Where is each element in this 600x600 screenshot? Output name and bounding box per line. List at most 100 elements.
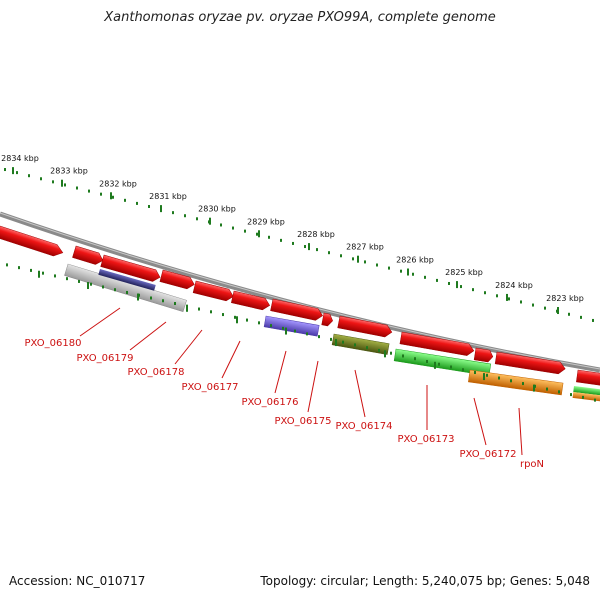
gene-feature[interactable]: [337, 315, 393, 338]
gene-feature[interactable]: [321, 312, 334, 327]
ruler-major-tick: [209, 217, 211, 225]
ruler-dot: [508, 297, 510, 301]
ruler-dot: [378, 348, 380, 352]
gene-label[interactable]: PXO_06173: [398, 434, 455, 445]
misc-feature[interactable]: [331, 333, 390, 355]
ruler-dot: [462, 368, 464, 372]
gene-feature[interactable]: [159, 269, 196, 290]
ruler-label: 2824 kbp: [495, 281, 533, 290]
rna-feature[interactable]: [393, 348, 492, 377]
ruler-dot: [364, 260, 366, 264]
ruler-dot: [28, 174, 30, 178]
ruler-major-tick: [533, 384, 535, 392]
gene-feature[interactable]: [270, 298, 324, 322]
gene-label[interactable]: PXO_06178: [128, 367, 185, 378]
ruler-dot: [304, 245, 306, 249]
ruler-major-tick: [38, 270, 40, 278]
gene-feature[interactable]: [100, 254, 162, 283]
ruler-dot: [366, 346, 368, 350]
ruler-dot: [544, 306, 546, 310]
ruler-dot: [184, 214, 186, 218]
gene-feature[interactable]: [473, 347, 494, 363]
gene-label[interactable]: PXO_06177: [182, 382, 239, 393]
ruler-major-tick: [258, 230, 260, 238]
gene-label-leader: [221, 340, 241, 379]
gene-label-leader: [354, 369, 366, 418]
ruler-major-tick: [308, 243, 310, 251]
ruler-dot: [486, 373, 488, 377]
ruler-dot: [282, 326, 284, 330]
ruler-dot: [148, 204, 150, 208]
gene-feature[interactable]: [231, 290, 271, 311]
ruler-dot: [498, 376, 500, 380]
ruler-dot: [414, 357, 416, 361]
misc-feature[interactable]: [263, 315, 320, 337]
ruler-dot: [196, 217, 198, 221]
ruler-dot: [294, 329, 296, 333]
gene-label[interactable]: PXO_06172: [460, 449, 517, 460]
ruler-label: 2829 kbp: [247, 217, 285, 226]
ruler-major-tick: [236, 316, 238, 324]
ruler-label: 2830 kbp: [198, 205, 236, 214]
gene-label[interactable]: rpoN: [520, 459, 544, 470]
gene-feature[interactable]: [399, 331, 475, 357]
ruler-dot: [532, 303, 534, 307]
gene-label[interactable]: PXO_06180: [25, 338, 82, 349]
ruler-label: 2832 kbp: [99, 179, 137, 188]
ruler-dot: [354, 343, 356, 347]
gene-feature[interactable]: [72, 245, 104, 266]
rna-feature[interactable]: [573, 386, 600, 396]
ruler-dot: [306, 332, 308, 336]
gene-feature[interactable]: [192, 280, 235, 302]
ruler-major-tick: [110, 192, 112, 200]
gene-label[interactable]: PXO_06174: [336, 421, 393, 432]
gene-label-leader: [129, 321, 167, 351]
gene-label[interactable]: PXO_06175: [275, 416, 332, 427]
ruler-dot: [174, 302, 176, 306]
ruler-dot: [54, 274, 56, 278]
ruler-major-tick: [384, 350, 386, 358]
ruler-major-tick: [61, 179, 63, 187]
ruler-dot: [340, 254, 342, 258]
ruler-major-tick: [357, 255, 359, 263]
ruler-dot: [582, 395, 584, 399]
ruler-dot: [40, 177, 42, 181]
ruler-major-tick: [87, 282, 89, 290]
gene-label[interactable]: PXO_06176: [242, 397, 299, 408]
ruler-dot: [400, 269, 402, 273]
gene-feature[interactable]: [0, 224, 65, 259]
ruler-dot: [16, 171, 18, 175]
gene-label-leader: [79, 307, 121, 337]
feature-track: [64, 263, 600, 402]
ruler-label: 2826 kbp: [396, 256, 434, 265]
ruler-major-tick: [506, 293, 508, 301]
gene-feature[interactable]: [576, 369, 600, 388]
ruler-label: 2825 kbp: [445, 268, 483, 277]
operon-feature[interactable]: [468, 369, 564, 396]
ruler-dot: [558, 390, 560, 394]
ruler-dot: [258, 321, 260, 325]
ruler-dot: [66, 277, 68, 281]
ruler-dot: [136, 201, 138, 205]
repeat-region-feature[interactable]: [98, 269, 156, 291]
ruler-dot: [436, 278, 438, 282]
ruler-label: 2827 kbp: [346, 243, 384, 252]
ruler-dot: [330, 337, 332, 341]
ruler-dot: [244, 229, 246, 233]
accession: Accession: NC_010717: [9, 574, 146, 588]
ruler-major-tick: [434, 361, 436, 369]
ruler-dot: [150, 296, 152, 300]
ruler-dot: [222, 313, 224, 317]
gene-label[interactable]: PXO_06179: [77, 353, 134, 364]
ruler-major-tick: [186, 304, 188, 312]
ruler-major-tick: [557, 307, 559, 315]
ruler-label: 2831 kbp: [149, 192, 187, 201]
ruler-dot: [472, 288, 474, 292]
ruler-label: 2834 kbp: [1, 154, 39, 163]
gene-labels: PXO_06180PXO_06179PXO_06178PXO_06177PXO_…: [25, 307, 544, 470]
gene-feature[interactable]: [494, 351, 566, 375]
ruler-dot: [100, 192, 102, 196]
ruler-dot: [376, 263, 378, 267]
ruler-dot: [112, 195, 114, 199]
